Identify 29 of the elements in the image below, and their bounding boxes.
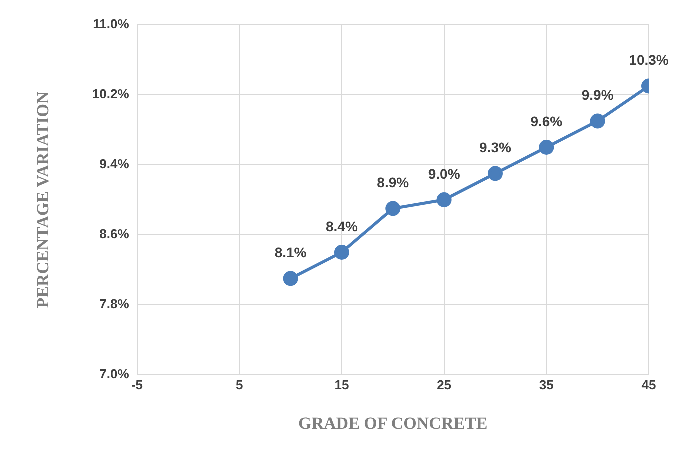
y-tick-label: 7.0%: [100, 366, 130, 382]
point: [334, 245, 350, 260]
x-axis-title: GRADE OF CONCRETE: [298, 414, 488, 434]
x-tick-label: 5: [236, 377, 244, 392]
data-label: 8.9%: [377, 174, 410, 191]
data-label: 10.3%: [629, 52, 670, 68]
data-label: 9.3%: [480, 140, 512, 156]
y-tick-label: 10.2%: [92, 86, 130, 102]
data-label: 9.9%: [582, 87, 614, 104]
y-axis-title: PERCENTAGE VARIATION: [34, 91, 53, 308]
x-tick-label: -5: [131, 377, 144, 392]
point: [436, 192, 452, 208]
y-tick-label: 7.8%: [100, 296, 130, 312]
data-label: 8.4%: [326, 218, 358, 234]
point: [539, 140, 554, 155]
y-tick-label: 9.4%: [100, 156, 130, 172]
x-tick-label: 45: [642, 377, 656, 392]
point: [488, 166, 503, 182]
x-tick-label: 25: [437, 377, 452, 392]
data-label: 8.1%: [274, 244, 308, 261]
data-label: 9.0%: [428, 166, 461, 182]
x-tick-label: 35: [539, 377, 554, 392]
point: [590, 114, 606, 129]
y-tick-label: 8.6%: [100, 226, 130, 242]
x-tick-label: 15: [334, 377, 350, 392]
point: [283, 271, 298, 286]
y-tick-label: 11.0%: [93, 16, 130, 32]
point: [386, 201, 401, 216]
data-label: 9.6%: [530, 113, 564, 130]
